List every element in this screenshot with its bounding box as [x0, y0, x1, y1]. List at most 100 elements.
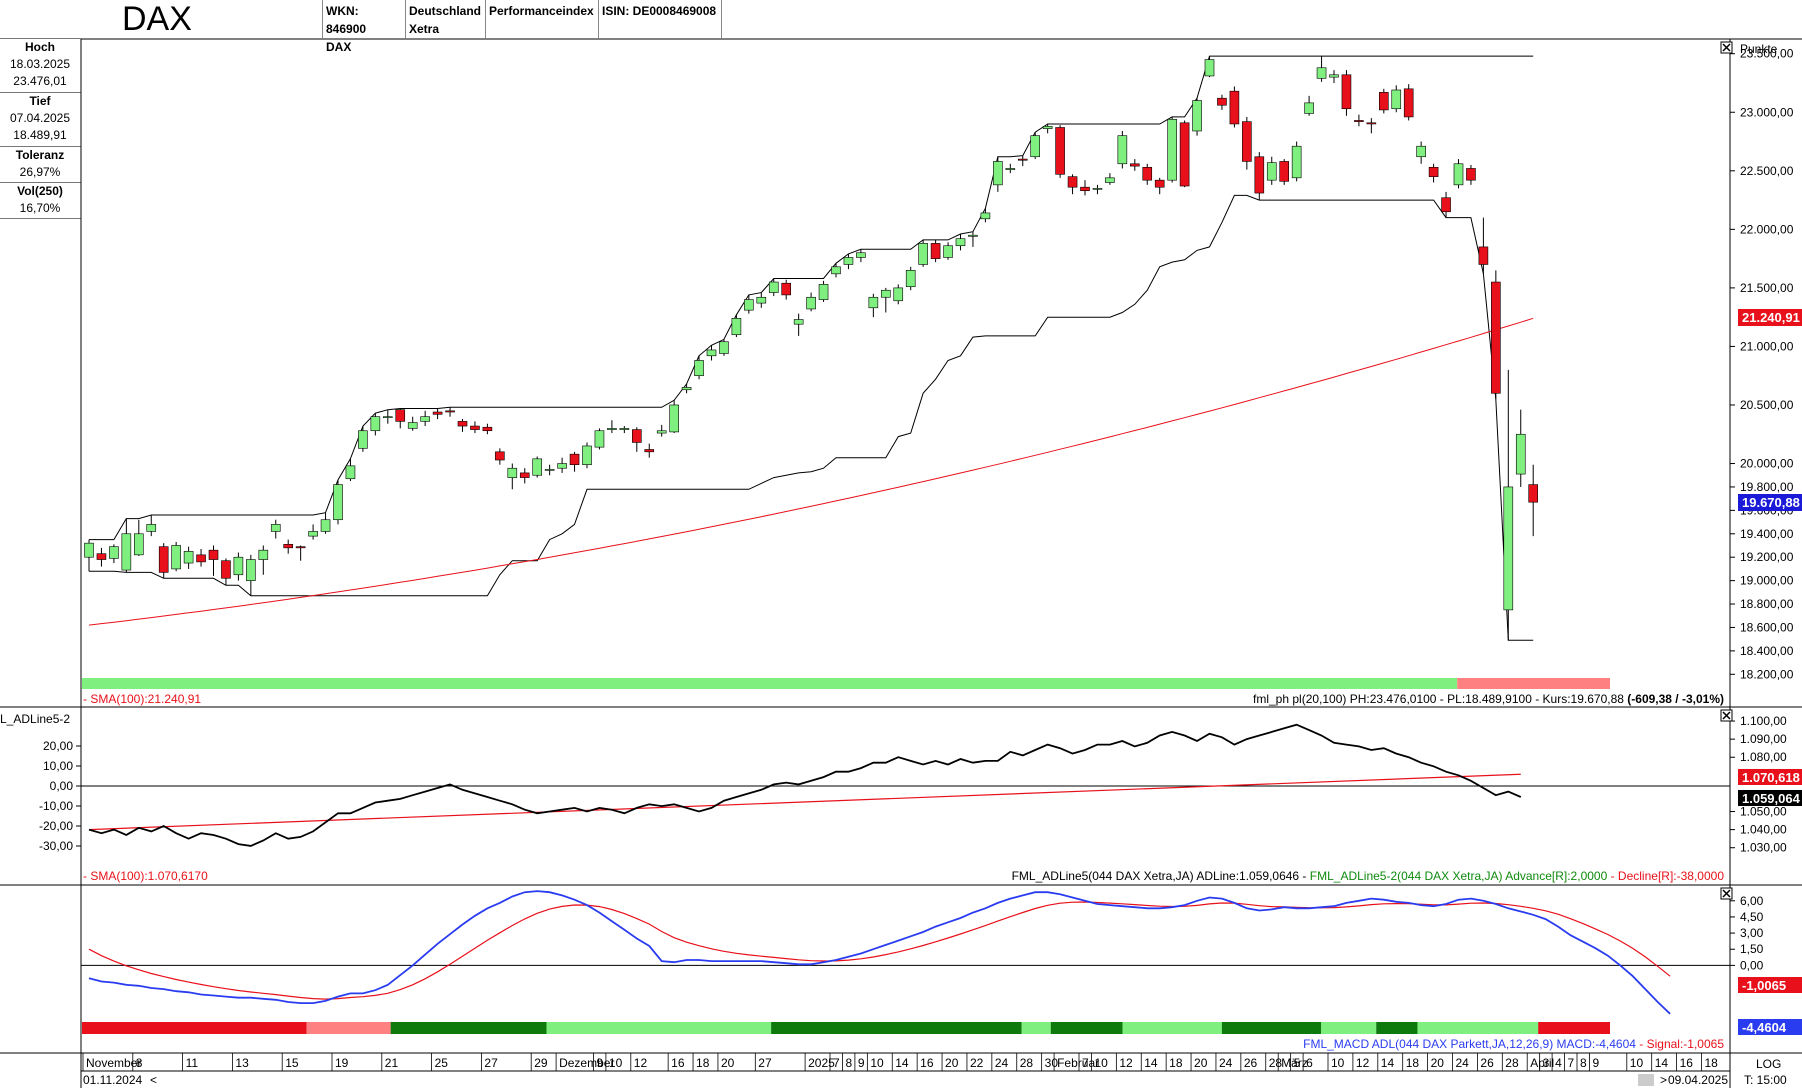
candle-body — [1080, 186, 1090, 192]
close-icon[interactable] — [1720, 887, 1733, 900]
candle-body — [121, 533, 132, 571]
candle-body — [1117, 135, 1128, 165]
close-icon[interactable] — [1720, 709, 1733, 722]
candle — [1291, 141, 1302, 182]
exchange-label: Xetra — [409, 22, 440, 36]
macd-tick-label: 0,00 — [1740, 958, 1764, 972]
candle-body — [1105, 177, 1115, 183]
macd-bar-segment — [1021, 1022, 1051, 1034]
macd-bar-segment — [771, 1022, 1022, 1034]
macd-bar-segment — [306, 1022, 391, 1034]
candle — [1403, 84, 1414, 121]
candle-body — [1441, 197, 1451, 213]
candle — [644, 443, 655, 458]
candle-body — [1453, 163, 1464, 186]
macd-bar-segment — [1417, 1022, 1539, 1034]
candle-body — [681, 387, 692, 391]
macd-bar-segment — [1050, 1022, 1123, 1034]
macd-y-ticks: 6,00 4,50 3,00 1,50 0,00 — [1730, 894, 1764, 972]
candle-body — [1316, 67, 1327, 79]
status-bar-segment — [82, 678, 1458, 689]
candle — [1491, 270, 1501, 400]
candle-body — [1416, 145, 1426, 158]
candle — [470, 421, 480, 434]
candle-body — [1291, 145, 1302, 179]
y-tick-label: 18.800,00 — [1740, 597, 1794, 611]
candle — [121, 518, 132, 573]
candle — [333, 479, 343, 525]
y-tick-label: 19.400,00 — [1740, 527, 1794, 541]
macd-lines — [81, 890, 1730, 1015]
x-tick-label: 6 — [1306, 1056, 1313, 1070]
candle-body — [1042, 126, 1053, 129]
candle — [955, 234, 966, 251]
ad-sma-badge — [1738, 769, 1802, 785]
candle-body — [1005, 168, 1016, 170]
candle — [1229, 86, 1240, 128]
candle — [420, 410, 430, 427]
candle-body — [158, 546, 169, 573]
x-tick-label: 25 — [435, 1056, 449, 1070]
candle — [1005, 163, 1016, 174]
x-tick-label: 7 — [1568, 1056, 1575, 1070]
x-tick-label: 27 — [484, 1056, 498, 1070]
log-toggle[interactable]: LOG — [1756, 1057, 1781, 1071]
candle-body — [1304, 102, 1314, 114]
macd-line — [88, 890, 1671, 1015]
candle — [482, 423, 493, 435]
candle — [320, 512, 331, 534]
candle — [930, 239, 941, 263]
scroll-thumb[interactable] — [1638, 1074, 1654, 1086]
y-tick-label: 21.500,00 — [1740, 281, 1794, 295]
channel-lower-line — [89, 194, 1534, 641]
candle — [146, 515, 157, 537]
candle — [744, 294, 754, 314]
scroll-right-icon[interactable]: > — [1660, 1073, 1667, 1087]
ad-right-tick-label: 1.100,00 — [1740, 714, 1787, 728]
candle — [295, 545, 306, 561]
candle — [880, 287, 891, 313]
candle — [283, 539, 294, 554]
x-tick-label: 11 — [186, 1056, 199, 1070]
macd-bar-segment — [1122, 1022, 1222, 1034]
x-tick-label: 8 — [1580, 1056, 1587, 1070]
x-tick-label: 18 — [696, 1056, 710, 1070]
ad-legend-part-1: FML_ADLine5(044 DAX Xetra,JA) ADLine:1.0… — [1012, 869, 1310, 883]
candle-body — [283, 544, 294, 549]
candle-body — [457, 421, 468, 427]
end-date-label: 09.04.2025 — [1668, 1073, 1728, 1087]
info-low: Tief 07.04.2025 18.489,91 — [0, 94, 80, 142]
candle-body — [694, 360, 704, 377]
candle-body — [706, 349, 717, 357]
candle-body — [955, 238, 966, 247]
macd-legend-part-2: - Signal:-1,0065 — [1636, 1037, 1724, 1051]
x-tick-label: 24 — [1219, 1056, 1233, 1070]
candle — [1478, 217, 1489, 274]
candle — [233, 552, 244, 581]
candle-body — [171, 545, 181, 570]
scroll-left-icon[interactable]: < — [150, 1073, 157, 1087]
x-tick-label: 20 — [1194, 1056, 1208, 1070]
candle-body — [308, 531, 318, 537]
macd-bar-segment — [1376, 1022, 1418, 1034]
close-icon[interactable] — [1720, 41, 1733, 54]
macd-badge — [1738, 1019, 1802, 1035]
candle-body — [345, 465, 356, 480]
y-tick-label: 22.000,00 — [1740, 222, 1794, 236]
ad-left-tick-label: 10,00 — [43, 759, 73, 773]
candle — [158, 543, 169, 579]
candle-body — [880, 289, 891, 298]
candle-body — [669, 404, 679, 433]
main-legend-left: - SMA(100):21.240,91 — [83, 692, 201, 706]
x-tick-label: 24 — [995, 1056, 1009, 1070]
candle — [507, 463, 518, 490]
macd-tick-label: 6,00 — [1740, 894, 1764, 908]
ad-right-tick-label: 1.050,00 — [1740, 805, 1787, 819]
candle-body — [806, 296, 816, 310]
sma-badge — [1738, 309, 1802, 326]
candle — [1341, 70, 1352, 116]
candle — [382, 409, 393, 424]
y-tick-label: 18.200,00 — [1740, 667, 1794, 681]
candle — [806, 292, 816, 312]
